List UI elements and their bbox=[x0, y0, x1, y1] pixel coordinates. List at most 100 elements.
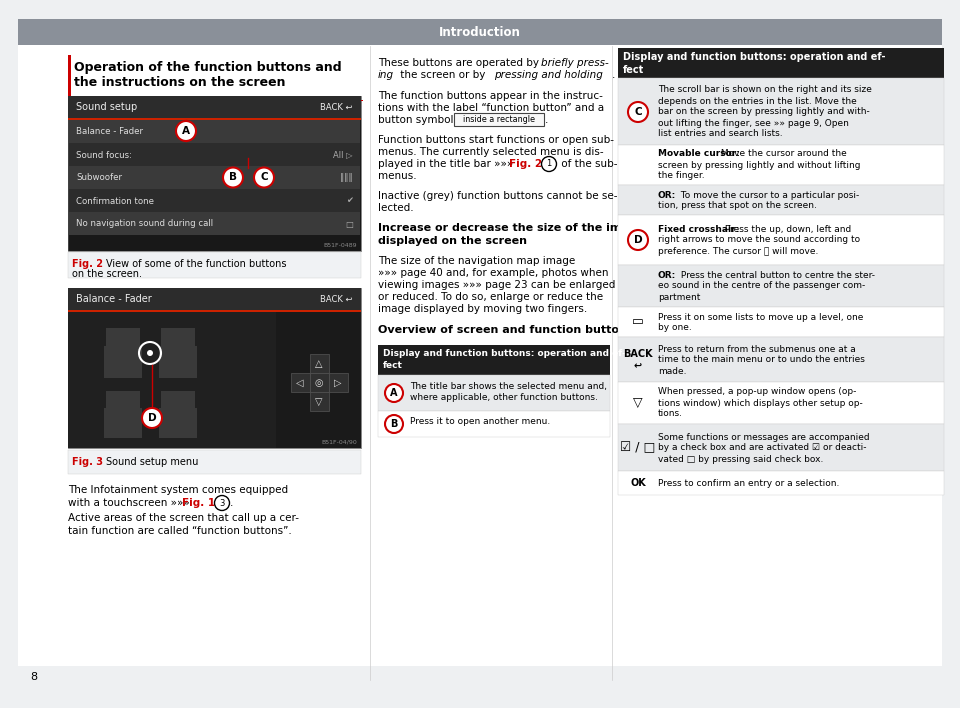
Text: Fig. 2: Fig. 2 bbox=[509, 159, 542, 169]
Circle shape bbox=[385, 415, 403, 433]
Text: ◁: ◁ bbox=[297, 378, 303, 388]
Bar bbox=[310, 354, 329, 373]
Text: pressing and holding: pressing and holding bbox=[494, 70, 603, 80]
Text: tions window) which displays other setup op-: tions window) which displays other setup… bbox=[658, 399, 863, 408]
Text: Operation of the function buttons and: Operation of the function buttons and bbox=[74, 62, 342, 74]
Text: OR:: OR: bbox=[658, 190, 676, 200]
Text: button symbol: button symbol bbox=[378, 115, 457, 125]
Text: ing: ing bbox=[378, 70, 395, 80]
Text: The function buttons appear in the instruc-: The function buttons appear in the instr… bbox=[378, 91, 603, 101]
Bar bbox=[618, 265, 944, 307]
Text: To move the cursor to a particular posi-: To move the cursor to a particular posi- bbox=[678, 190, 859, 200]
Text: Introduction: Introduction bbox=[439, 25, 521, 38]
Text: vated □ by pressing said check box.: vated □ by pressing said check box. bbox=[658, 455, 824, 464]
Text: the finger.: the finger. bbox=[658, 171, 705, 181]
Bar bbox=[68, 100, 363, 101]
Text: played in the title bar »»»: played in the title bar »»» bbox=[378, 159, 516, 169]
Text: where applicable, other function buttons.: where applicable, other function buttons… bbox=[410, 394, 598, 403]
Circle shape bbox=[628, 102, 648, 122]
Text: Some functions or messages are accompanied: Some functions or messages are accompani… bbox=[658, 433, 870, 442]
Bar bbox=[69, 189, 360, 212]
Bar bbox=[161, 391, 195, 408]
Text: OR:: OR: bbox=[658, 270, 676, 280]
Text: No navigation sound during call: No navigation sound during call bbox=[76, 219, 213, 229]
Text: The Infotainment system comes equipped: The Infotainment system comes equipped bbox=[68, 485, 288, 495]
Text: or reduced. To do so, enlarge or reduce the: or reduced. To do so, enlarge or reduce … bbox=[378, 292, 603, 302]
Text: Press it to open another menu.: Press it to open another menu. bbox=[410, 418, 550, 426]
Text: ▽: ▽ bbox=[634, 396, 643, 409]
Text: The scroll bar is shown on the right and its size: The scroll bar is shown on the right and… bbox=[658, 86, 872, 94]
Bar bbox=[69, 143, 360, 166]
Text: of the sub-: of the sub- bbox=[558, 159, 617, 169]
Bar bbox=[618, 424, 944, 471]
Text: ▭: ▭ bbox=[632, 316, 644, 329]
Text: BACK ↩: BACK ↩ bbox=[321, 103, 353, 111]
Text: lected.: lected. bbox=[378, 203, 414, 213]
Bar bbox=[68, 55, 71, 100]
Text: time to the main menu or to undo the entries: time to the main menu or to undo the ent… bbox=[658, 355, 865, 365]
Text: Display and function buttons: operation and ef-: Display and function buttons: operation … bbox=[623, 52, 885, 62]
Bar bbox=[378, 411, 610, 437]
Bar bbox=[618, 471, 944, 495]
Bar bbox=[159, 346, 197, 378]
Circle shape bbox=[254, 168, 274, 188]
Text: △: △ bbox=[315, 359, 323, 369]
Bar bbox=[18, 666, 942, 686]
Text: Press the central button to centre the ster-: Press the central button to centre the s… bbox=[678, 270, 875, 280]
Text: The title bar shows the selected menu and,: The title bar shows the selected menu an… bbox=[410, 382, 607, 391]
Text: ▷: ▷ bbox=[334, 378, 342, 388]
Bar bbox=[618, 78, 944, 145]
Bar bbox=[454, 113, 544, 126]
Bar bbox=[310, 392, 329, 411]
Bar bbox=[378, 411, 610, 437]
Circle shape bbox=[385, 384, 403, 402]
Text: .: . bbox=[545, 115, 548, 125]
Bar bbox=[310, 373, 329, 392]
Bar bbox=[618, 337, 944, 382]
Bar bbox=[618, 185, 944, 215]
Text: »»» page 40 and, for example, photos when: »»» page 40 and, for example, photos whe… bbox=[378, 268, 609, 278]
Text: the instructions on the screen: the instructions on the screen bbox=[74, 76, 285, 89]
Bar bbox=[68, 310, 361, 312]
Text: Confirmation tone: Confirmation tone bbox=[76, 197, 154, 205]
Bar bbox=[618, 265, 944, 307]
Text: out lifting the finger, see »» page 9, Open: out lifting the finger, see »» page 9, O… bbox=[658, 118, 849, 127]
Bar bbox=[68, 450, 361, 474]
Bar bbox=[618, 471, 944, 495]
Text: B51F-04/90: B51F-04/90 bbox=[322, 440, 357, 445]
Bar bbox=[69, 166, 360, 189]
Text: by one.: by one. bbox=[658, 324, 692, 333]
Text: displayed on the screen: displayed on the screen bbox=[378, 236, 527, 246]
Text: Function buttons start functions or open sub-: Function buttons start functions or open… bbox=[378, 135, 614, 145]
Text: eo sound in the centre of the passenger com-: eo sound in the centre of the passenger … bbox=[658, 282, 865, 290]
Text: Fig. 1: Fig. 1 bbox=[182, 498, 215, 508]
Bar bbox=[378, 375, 610, 411]
Text: Active areas of the screen that call up a cer-: Active areas of the screen that call up … bbox=[68, 513, 299, 523]
Text: Movable cursor:: Movable cursor: bbox=[658, 149, 740, 159]
Text: briefly press-: briefly press- bbox=[541, 58, 609, 68]
Text: Sound focus:: Sound focus: bbox=[76, 151, 132, 159]
Text: .: . bbox=[612, 70, 615, 80]
Text: inside a rectangle: inside a rectangle bbox=[463, 115, 535, 124]
Text: Fixed crosshair:: Fixed crosshair: bbox=[658, 224, 739, 234]
Bar bbox=[618, 382, 944, 424]
Text: made.: made. bbox=[658, 367, 686, 375]
Text: View of some of the function buttons: View of some of the function buttons bbox=[106, 259, 286, 269]
Text: BACK ↩: BACK ↩ bbox=[321, 295, 353, 304]
Text: Press to confirm an entry or a selection.: Press to confirm an entry or a selection… bbox=[658, 479, 839, 488]
Bar bbox=[104, 346, 142, 378]
Text: fect: fect bbox=[623, 65, 644, 75]
Text: B: B bbox=[391, 419, 397, 429]
Text: Inactive (grey) function buttons cannot be se-: Inactive (grey) function buttons cannot … bbox=[378, 191, 617, 201]
Circle shape bbox=[142, 408, 162, 428]
Text: Press it on some lists to move up a level, one: Press it on some lists to move up a leve… bbox=[658, 312, 863, 321]
Text: Balance - Fader: Balance - Fader bbox=[76, 294, 152, 304]
Bar bbox=[68, 312, 276, 448]
Text: list entries and search lists.: list entries and search lists. bbox=[658, 130, 782, 139]
Text: When pressed, a pop-up window opens (op-: When pressed, a pop-up window opens (op- bbox=[658, 387, 856, 396]
Text: depends on the entries in the list. Move the: depends on the entries in the list. Move… bbox=[658, 96, 856, 105]
Bar bbox=[618, 424, 944, 471]
Text: partment: partment bbox=[658, 292, 701, 302]
Bar bbox=[618, 78, 944, 145]
Bar bbox=[329, 373, 348, 392]
